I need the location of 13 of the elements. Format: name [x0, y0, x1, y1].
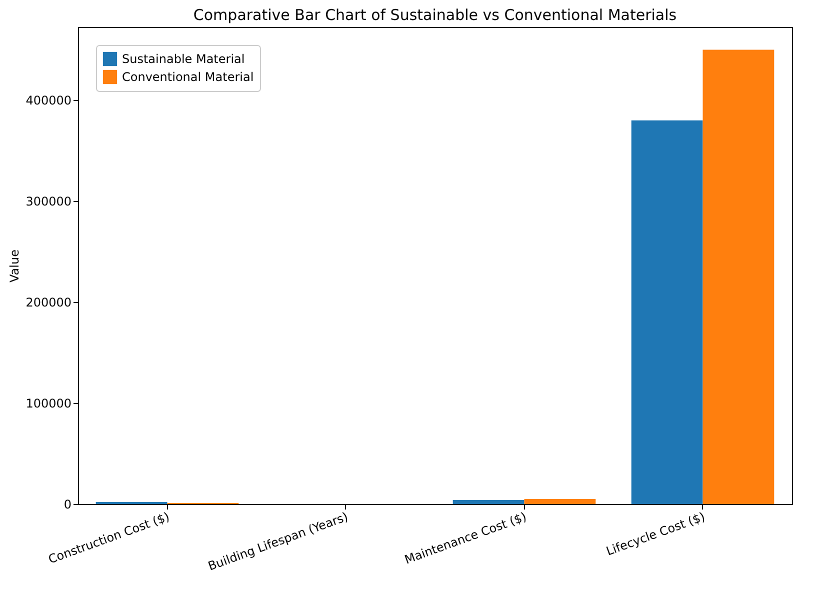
y-tick-label: 200000: [26, 296, 72, 310]
bar: [631, 120, 703, 504]
bar: [702, 50, 774, 504]
y-tick-label: 300000: [26, 194, 72, 209]
y-tick-label: 100000: [26, 396, 72, 411]
y-tick-label: 400000: [26, 94, 72, 108]
bar: [452, 500, 524, 504]
y-tick-label: 0: [64, 498, 72, 512]
y-axis-title: Value: [8, 250, 22, 282]
bar: [524, 498, 596, 504]
legend-label: Sustainable Material: [122, 52, 245, 66]
legend-label: Conventional Material: [122, 70, 254, 84]
chart-title: Comparative Bar Chart of Sustainable vs Conventional Materials: [193, 6, 677, 24]
